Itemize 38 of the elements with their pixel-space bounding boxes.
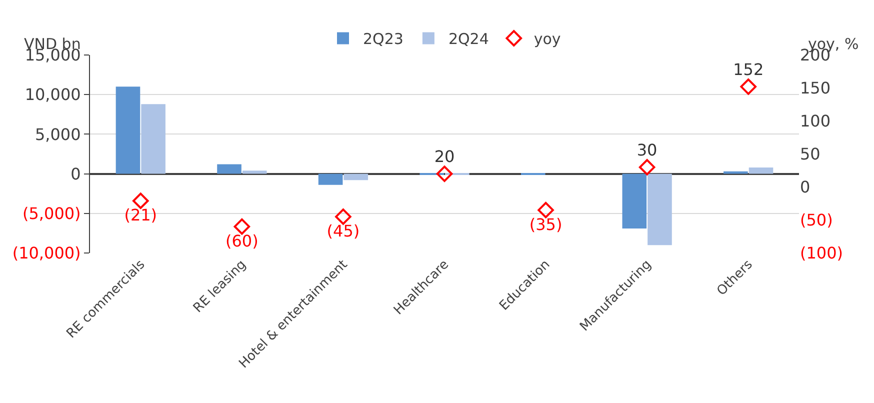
y-tick-label: (10,000) <box>12 244 81 263</box>
y2-tick-label: 0 <box>800 178 810 197</box>
point <box>740 78 757 95</box>
y-tick-label: 0 <box>70 164 81 184</box>
legend-label: yoy <box>534 30 561 48</box>
y-tick-label: 5,000 <box>34 124 81 144</box>
y2-tick-label: 150 <box>800 78 831 98</box>
y2-tick-label: 100 <box>800 112 831 131</box>
y2-tick-label: 50 <box>800 144 820 164</box>
bar <box>622 174 647 228</box>
y2-tick-label: (100) <box>800 244 844 263</box>
bar <box>141 104 166 174</box>
point <box>436 166 453 182</box>
bar <box>748 167 774 174</box>
data-label: 20 <box>434 146 455 166</box>
data-label: 152 <box>733 60 764 79</box>
y-tick-label: 10,000 <box>24 85 81 104</box>
y2-tick-label: (50) <box>800 210 833 230</box>
y-tick-label: (5,000) <box>22 204 81 223</box>
point <box>335 208 352 225</box>
point <box>132 192 149 210</box>
bar <box>344 174 368 180</box>
bar <box>217 164 242 174</box>
data-label: (45) <box>326 222 360 241</box>
bar <box>648 174 672 246</box>
legend-label: 2Q23 <box>363 30 404 48</box>
data-label: (35) <box>529 214 562 234</box>
point <box>538 202 554 218</box>
legend-label: 2Q24 <box>448 30 489 48</box>
data-label: 30 <box>636 140 658 160</box>
point <box>234 218 250 235</box>
point <box>638 159 656 176</box>
bar <box>116 86 140 174</box>
data-label: (21) <box>124 206 158 225</box>
bar <box>724 171 748 174</box>
bar <box>318 174 343 185</box>
bar <box>242 170 267 174</box>
data-label: (60) <box>226 231 258 250</box>
